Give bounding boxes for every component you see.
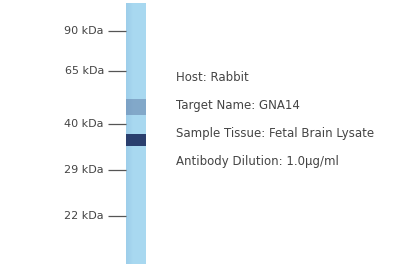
Bar [129,3,130,264]
Text: 65 kDa: 65 kDa [65,66,104,76]
Text: Target Name: GNA14: Target Name: GNA14 [176,99,300,112]
Bar [130,3,131,264]
Bar [131,3,132,264]
Bar [126,99,146,115]
Text: 40 kDa: 40 kDa [64,119,104,129]
Bar [126,3,127,264]
Bar [126,3,128,264]
Bar [126,3,146,264]
Bar [127,3,128,264]
Text: Host: Rabbit: Host: Rabbit [176,71,249,84]
Bar [126,134,146,146]
Text: Sample Tissue: Fetal Brain Lysate: Sample Tissue: Fetal Brain Lysate [176,127,374,140]
Bar [128,3,130,264]
Bar [128,3,129,264]
Text: Antibody Dilution: 1.0μg/ml: Antibody Dilution: 1.0μg/ml [176,155,339,168]
Text: 90 kDa: 90 kDa [64,26,104,36]
Text: 22 kDa: 22 kDa [64,211,104,221]
Bar [130,3,132,264]
Text: 29 kDa: 29 kDa [64,164,104,175]
